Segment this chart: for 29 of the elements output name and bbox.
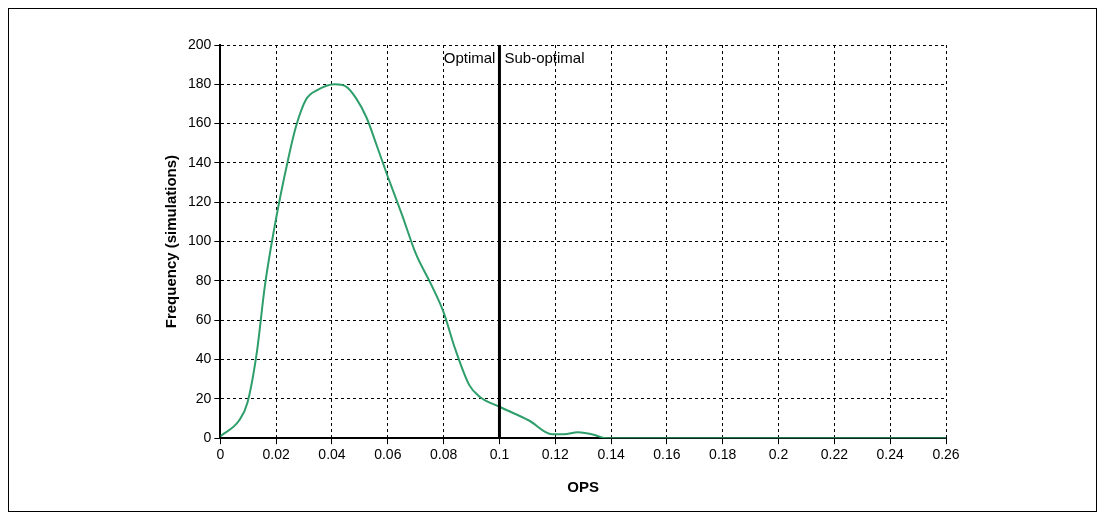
x-tick-label: 0.26 xyxy=(932,446,960,463)
x-axis-title: OPS xyxy=(567,478,600,496)
x-tick-label: 0.2 xyxy=(768,446,789,463)
x-tick-label: 0.12 xyxy=(541,446,570,463)
x-tick-label: 0.06 xyxy=(374,446,402,463)
annotation: Sub-optimal xyxy=(504,48,585,66)
x-tick-label: 0.14 xyxy=(597,446,625,463)
y-tick-label: 60 xyxy=(195,311,212,328)
x-tick-label: 0.04 xyxy=(318,446,346,463)
y-tick-label: 140 xyxy=(188,153,212,170)
y-tick-label: 40 xyxy=(195,350,212,367)
x-tick-label: 0.08 xyxy=(430,446,458,463)
y-axis-title: Frequency (simulations) xyxy=(162,154,180,329)
y-tick-label: 120 xyxy=(188,193,212,210)
x-tick-label: 0 xyxy=(216,446,225,463)
y-tick-label: 100 xyxy=(188,232,212,249)
y-tick-label: 20 xyxy=(195,389,212,406)
x-tick-label: 0.02 xyxy=(262,446,291,463)
y-tick-label: 200 xyxy=(188,35,212,52)
y-tick-label: 0 xyxy=(203,429,212,446)
x-tick-label: 0.16 xyxy=(653,446,681,463)
x-tick-label: 0.18 xyxy=(709,446,737,463)
annotation: Optimal xyxy=(443,48,496,66)
x-tick-label: 0.1 xyxy=(489,446,510,463)
y-tick-label: 80 xyxy=(195,271,212,288)
y-tick-label: 180 xyxy=(188,75,212,92)
x-tick-label: 0.24 xyxy=(876,446,905,463)
x-tick-label: 0.22 xyxy=(820,446,849,463)
y-tick-label: 160 xyxy=(188,114,212,131)
